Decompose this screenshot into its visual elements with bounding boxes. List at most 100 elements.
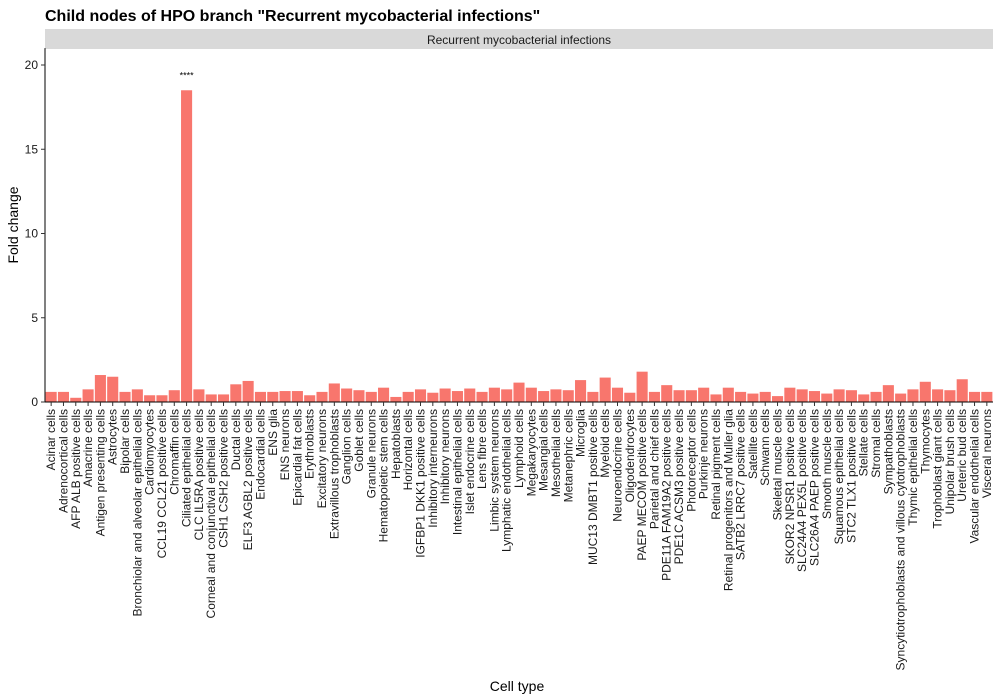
x-tick-label: Ganglion cells — [340, 409, 354, 484]
bar — [242, 380, 254, 402]
bar — [378, 387, 390, 402]
x-tick-label: Astrocytes — [106, 409, 120, 465]
bar — [747, 393, 759, 402]
x-tick-label: Epicardial fat cells — [290, 409, 304, 506]
bar — [439, 388, 451, 402]
x-tick-label: Ureteric bud cells — [955, 409, 969, 502]
x-tick-label: PDE1C ACSM3 positive cells — [672, 409, 686, 564]
x-tick-label: Thymic epithelial cells — [906, 409, 920, 526]
bar — [168, 390, 180, 402]
x-tick-label: Granule neurons — [364, 409, 378, 498]
bar — [796, 389, 808, 402]
x-tick-label: SKOR2 NPSR1 positive cells — [783, 409, 797, 564]
x-tick-label: Schwann cells — [758, 409, 772, 486]
x-tick-label: Thymocytes — [918, 409, 932, 474]
bar — [365, 391, 377, 402]
x-tick-label: Acinar cells — [44, 409, 58, 470]
bar — [858, 394, 870, 402]
bar — [414, 389, 427, 402]
bar — [870, 391, 882, 402]
bar — [488, 387, 500, 402]
bar — [451, 391, 463, 402]
bar — [895, 393, 907, 402]
bar — [562, 390, 574, 402]
bar — [353, 390, 365, 402]
significance-label: **** — [180, 70, 195, 80]
x-tick-label: Mesothelial cells — [549, 409, 563, 497]
x-tick-label: Syncytiotrophoblasts and villous cytotro… — [894, 409, 908, 670]
x-tick-label: PDE11A FAM19A2 positive cells — [660, 409, 674, 581]
bar — [267, 391, 279, 402]
y-axis-title: Fold change — [5, 186, 21, 263]
bar — [402, 391, 414, 402]
x-tick-label: Horizontal cells — [401, 409, 415, 490]
x-tick-label: SLC24A4 PEX5L positive cells — [795, 409, 809, 572]
bar — [144, 395, 156, 402]
bar — [341, 388, 353, 402]
x-tick-label: ELF3 AGBL2 positive cells — [241, 409, 255, 550]
x-tick-label: Lens fibre cells — [475, 409, 489, 489]
bar — [427, 392, 439, 402]
bar — [575, 380, 587, 403]
x-tick-label: ENS glia — [266, 409, 280, 456]
x-tick-label: STC2 TLX1 positive cells — [844, 409, 858, 543]
bar — [784, 387, 796, 402]
bar — [808, 391, 821, 402]
bar — [156, 395, 168, 402]
y-tick-label: 10 — [25, 227, 39, 241]
x-tick-label: Sympathoblasts — [881, 409, 895, 494]
x-tick-label: Islet endocrine cells — [463, 409, 477, 514]
x-tick-label: Squamous epithelial cells — [832, 409, 846, 544]
bar — [513, 382, 525, 402]
x-tick-label: Extravillous trophoblasts — [327, 409, 341, 539]
bar — [661, 385, 673, 402]
bar — [230, 384, 242, 402]
x-tick-label: Hematopoietic stem cells — [377, 409, 391, 542]
x-tick-label: Ductal cells — [229, 409, 243, 470]
x-tick-label: Corneal and conjunctival epithelial cell… — [204, 409, 218, 618]
bar — [291, 391, 303, 402]
x-tick-label: Cardiomyocytes — [143, 409, 157, 495]
bar — [205, 394, 217, 402]
x-tick-label: Inhibitory interneurons — [426, 409, 440, 528]
x-tick-label: Smooth muscle cells — [820, 409, 834, 519]
x-tick-label: CCL19 CCL21 positive cells — [155, 409, 169, 558]
x-tick-label: Mesangial cells — [537, 409, 551, 491]
bar — [587, 391, 599, 402]
bar — [45, 391, 57, 402]
bar — [956, 379, 968, 402]
bar — [254, 391, 266, 402]
x-tick-label: ENS neurons — [278, 409, 292, 480]
bar — [685, 390, 697, 402]
bar — [94, 375, 106, 402]
x-tick-label: Endocardial cells — [253, 409, 267, 500]
x-tick-label: Bipolar cells — [118, 409, 132, 474]
x-tick-label: PAEP MECOM positive cells — [635, 409, 649, 561]
bar — [624, 392, 636, 402]
x-tick-label: Photoreceptor cells — [684, 409, 698, 512]
bar — [82, 389, 94, 402]
bar — [181, 90, 193, 403]
x-tick-label: Antigen presenting cells — [93, 409, 107, 536]
bar — [328, 383, 340, 402]
facet-strip — [45, 29, 993, 49]
x-tick-label: Limbic system neurons — [487, 409, 501, 532]
bar — [316, 391, 328, 402]
bar — [193, 389, 205, 402]
x-tick-label: Microglia — [574, 409, 588, 457]
bar — [944, 390, 956, 402]
x-tick-label: Hepatoblasts — [389, 409, 403, 479]
x-tick-label: Oligodendrocytes — [623, 409, 637, 502]
bar — [907, 389, 919, 402]
bar — [636, 371, 648, 402]
bar — [981, 391, 993, 402]
y-tick-label: 20 — [25, 58, 39, 72]
bar — [919, 381, 931, 402]
chart-title: Child nodes of HPO branch "Recurrent myc… — [45, 8, 540, 25]
x-tick-label: Lymphatic endothelial cells — [500, 409, 514, 552]
x-tick-label: Erythroblasts — [303, 409, 317, 479]
x-axis-title: Cell type — [490, 678, 545, 694]
bar — [119, 391, 131, 402]
x-tick-label: Trophoblast giant cells — [931, 409, 945, 529]
